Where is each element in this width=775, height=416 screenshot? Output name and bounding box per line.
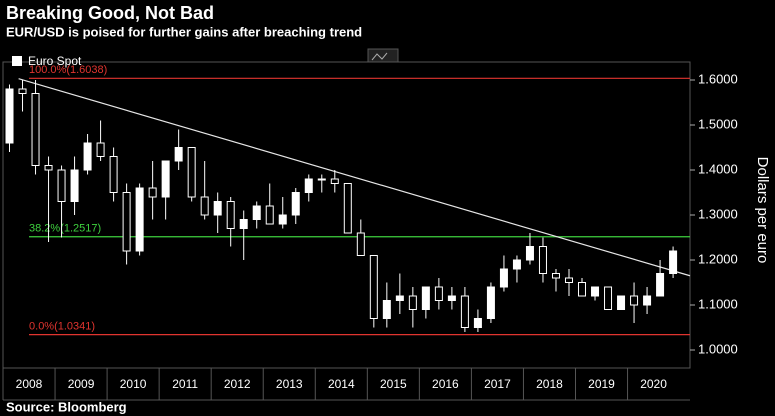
x-tick-label: 2009: [68, 377, 95, 391]
candle-body: [304, 178, 313, 193]
source: Source: Bloomberg: [6, 399, 127, 414]
y-tick-label: 1.2000: [698, 251, 738, 266]
candle-body: [578, 282, 587, 297]
candle-body: [591, 286, 600, 297]
candle-body: [291, 192, 300, 216]
candle-body: [630, 295, 639, 306]
candle-body: [447, 295, 456, 301]
candle-body: [408, 295, 417, 310]
chart-subtitle: EUR/USD is poised for further gains afte…: [6, 24, 362, 39]
candle-body: [57, 169, 66, 202]
candle-body: [265, 205, 274, 225]
candle-body: [135, 187, 144, 252]
candle-body: [18, 88, 27, 94]
reference-label: 100.0%(1.6038): [29, 64, 107, 76]
reference-label: 0.0%(1.0341): [29, 321, 95, 333]
trend-line: [18, 78, 691, 277]
candle-body: [187, 147, 196, 198]
candle-body: [226, 201, 235, 229]
candle-body: [473, 318, 482, 328]
y-tick-label: 1.3000: [698, 206, 738, 221]
candle-body: [395, 295, 404, 301]
candle-body: [525, 246, 534, 261]
candle-body: [70, 169, 79, 202]
candle-body: [213, 201, 222, 216]
candle-body: [278, 214, 287, 225]
candle-body: [252, 205, 261, 220]
x-tick-label: 2016: [432, 377, 459, 391]
candle-body: [551, 273, 560, 279]
chart-title: Breaking Good, Not Bad: [6, 3, 214, 23]
x-tick-label: 2010: [120, 377, 147, 391]
candle-body: [83, 142, 92, 171]
x-tick-label: 2015: [380, 377, 407, 391]
candle-body: [499, 268, 508, 288]
x-tick-label: 2019: [588, 377, 615, 391]
candle-body: [161, 160, 170, 198]
candle-body: [604, 286, 613, 310]
y-tick-label: 1.0000: [698, 341, 738, 356]
candle-body: [643, 295, 652, 306]
candle-body: [434, 286, 443, 301]
candle-body: [369, 255, 378, 319]
x-tick-label: 2018: [536, 377, 563, 391]
candle-body: [343, 183, 352, 234]
candle-body: [538, 246, 547, 274]
candle-body: [421, 286, 430, 310]
candle-body: [382, 300, 391, 319]
candle-body: [486, 286, 495, 319]
candle-body: [656, 273, 665, 297]
y-tick-label: 1.5000: [698, 116, 738, 131]
candle-body: [564, 277, 573, 283]
candle-body: [317, 178, 326, 181]
candle-body: [330, 178, 339, 184]
candle-body: [31, 93, 40, 166]
candle-body: [512, 259, 521, 270]
x-tick-label: 2011: [172, 377, 198, 391]
candle-body: [174, 147, 183, 162]
legend-swatch: [12, 56, 22, 66]
candle-body: [148, 187, 157, 198]
candle-body: [239, 219, 248, 229]
candle-body: [669, 250, 678, 274]
candle-body: [460, 295, 469, 328]
y-axis-title: Dollars per euro: [754, 157, 771, 264]
y-tick-label: 1.1000: [698, 296, 738, 311]
chart-icon-line: [371, 52, 388, 61]
candle-body: [122, 192, 131, 252]
candle-body: [5, 88, 14, 144]
x-tick-label: 2013: [276, 377, 303, 391]
x-tick-label: 2020: [640, 377, 667, 391]
x-tick-label: 2014: [328, 377, 355, 391]
reference-label: 38.2%(1.2517): [29, 223, 101, 235]
x-tick-label: 2008: [16, 377, 43, 391]
candle-body: [200, 196, 209, 216]
candle-body: [617, 295, 626, 310]
y-tick-label: 1.6000: [698, 71, 738, 86]
candle-body: [109, 156, 118, 193]
candle-body: [44, 165, 53, 171]
x-tick-label: 2012: [224, 377, 251, 391]
legend-label: Euro Spot: [28, 54, 82, 68]
x-tick-label: 2017: [484, 377, 511, 391]
y-tick-label: 1.4000: [698, 161, 738, 176]
candle-body: [356, 232, 365, 256]
candle-body: [96, 142, 105, 157]
